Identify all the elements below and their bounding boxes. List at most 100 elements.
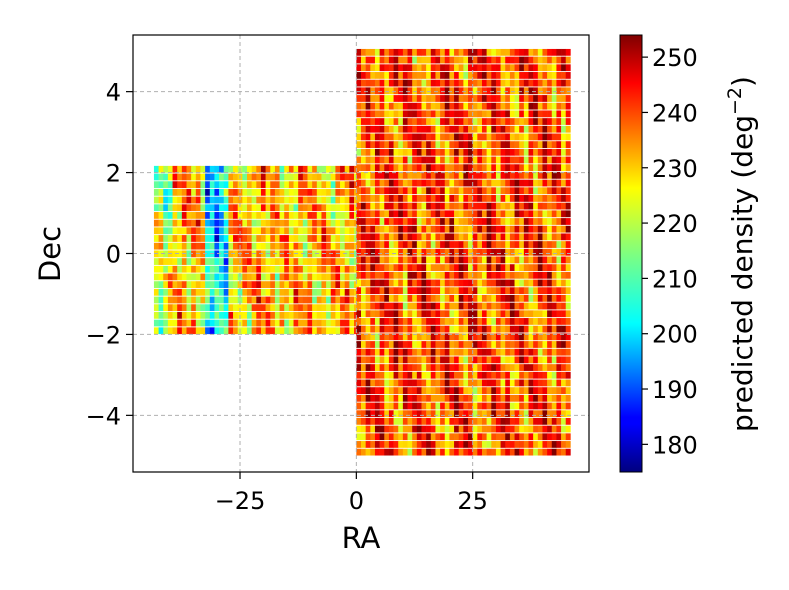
heatmap-cell: [233, 250, 238, 258]
heatmap-cell: [477, 279, 483, 287]
heatmap-cell: [388, 294, 394, 302]
heatmap-cell: [426, 318, 432, 325]
heatmap-cell: [547, 187, 553, 195]
heatmap-cell: [463, 241, 469, 248]
heatmap-cell: [163, 311, 169, 319]
heatmap-cell: [195, 288, 201, 296]
heatmap-cell: [444, 387, 450, 395]
heatmap-cell: [393, 302, 399, 310]
heatmap-cell: [500, 364, 506, 371]
heatmap-cell: [374, 156, 380, 164]
heatmap-cell: [421, 156, 427, 164]
heatmap-cell: [523, 64, 529, 72]
heatmap-cell: [361, 87, 366, 95]
heatmap-cell: [384, 64, 390, 72]
heatmap-cell: [514, 371, 520, 379]
heatmap-cell: [561, 179, 567, 187]
heatmap-cell: [412, 264, 418, 272]
heatmap-cell: [370, 148, 376, 156]
heatmap-cell: [523, 318, 529, 325]
heatmap-cell: [463, 325, 469, 333]
heatmap-cell: [463, 164, 469, 172]
heatmap-cell: [542, 256, 548, 264]
heatmap-cell: [388, 394, 394, 402]
heatmap-cell: [284, 319, 290, 327]
heatmap-cell: [551, 356, 557, 364]
heatmap-cell: [463, 410, 469, 418]
heatmap-cell: [556, 271, 562, 279]
heatmap-cell: [393, 256, 399, 264]
heatmap-cell: [528, 425, 534, 433]
heatmap-cell: [316, 173, 322, 181]
heatmap-cell: [421, 287, 427, 295]
heatmap-cell: [444, 264, 450, 272]
heatmap-cell: [426, 48, 432, 56]
heatmap-cell: [379, 233, 385, 241]
heatmap-cell: [500, 218, 506, 225]
heatmap-cell: [270, 250, 276, 258]
heatmap-cell: [407, 225, 413, 233]
heatmap-cell: [542, 141, 548, 148]
heatmap-cell: [519, 133, 525, 141]
heatmap-cell: [200, 319, 206, 327]
heatmap-cell: [312, 327, 318, 335]
heatmap-cell: [402, 210, 408, 218]
heatmap-cell: [186, 219, 192, 227]
heatmap-cell: [228, 165, 234, 173]
heatmap-cell: [481, 233, 487, 241]
heatmap-cell: [398, 118, 404, 125]
heatmap-cell: [379, 141, 385, 148]
heatmap-cell: [444, 118, 450, 125]
heatmap-cell: [556, 441, 562, 448]
heatmap-cell: [556, 110, 562, 118]
heatmap-cell: [421, 410, 427, 418]
heatmap-cell: [556, 102, 562, 110]
heatmap-cell: [181, 165, 187, 173]
heatmap-cell: [430, 87, 436, 95]
heatmap-cell: [384, 79, 390, 87]
heatmap-cell: [349, 181, 355, 189]
heatmap-cell: [565, 72, 571, 79]
heatmap-cell: [565, 302, 571, 310]
heatmap-cell: [312, 304, 318, 312]
heatmap-cell: [388, 256, 394, 264]
heatmap-cell: [537, 164, 543, 172]
heatmap-cell: [565, 271, 571, 279]
heatmap-cell: [344, 319, 350, 327]
heatmap-cell: [219, 319, 225, 327]
heatmap-cell: [219, 188, 225, 196]
heatmap-cell: [495, 294, 501, 302]
heatmap-cell: [370, 410, 376, 418]
heatmap-cell: [374, 348, 380, 356]
heatmap-cell: [412, 56, 418, 64]
heatmap-cell: [388, 402, 394, 410]
heatmap-cell: [251, 204, 257, 212]
heatmap-cell: [416, 256, 422, 264]
heatmap-cell: [412, 325, 418, 333]
heatmap-cell: [500, 402, 506, 410]
heatmap-cell: [186, 181, 192, 189]
heatmap-cell: [384, 95, 390, 102]
heatmap-cell: [330, 242, 336, 250]
heatmap-cell: [274, 296, 280, 304]
heatmap-cell: [444, 95, 450, 102]
heatmap-cell: [519, 441, 525, 448]
heatmap-cell: [393, 118, 399, 125]
heatmap-cell: [421, 402, 427, 410]
heatmap-cell: [509, 402, 515, 410]
heatmap-cell: [191, 311, 197, 319]
heatmap-cell: [477, 325, 483, 333]
heatmap-cell: [440, 233, 446, 241]
heatmap-cell: [491, 179, 497, 187]
heatmap-cell: [528, 164, 534, 172]
heatmap-cell: [374, 233, 380, 241]
heatmap-cell: [481, 341, 487, 348]
heatmap-cell: [186, 258, 192, 265]
heatmap-cell: [426, 333, 432, 341]
heatmap-cell: [458, 410, 464, 418]
heatmap-cell: [523, 225, 529, 233]
heatmap-cell: [407, 318, 413, 325]
heatmap-cell: [481, 72, 487, 79]
heatmap-cell: [486, 171, 492, 179]
